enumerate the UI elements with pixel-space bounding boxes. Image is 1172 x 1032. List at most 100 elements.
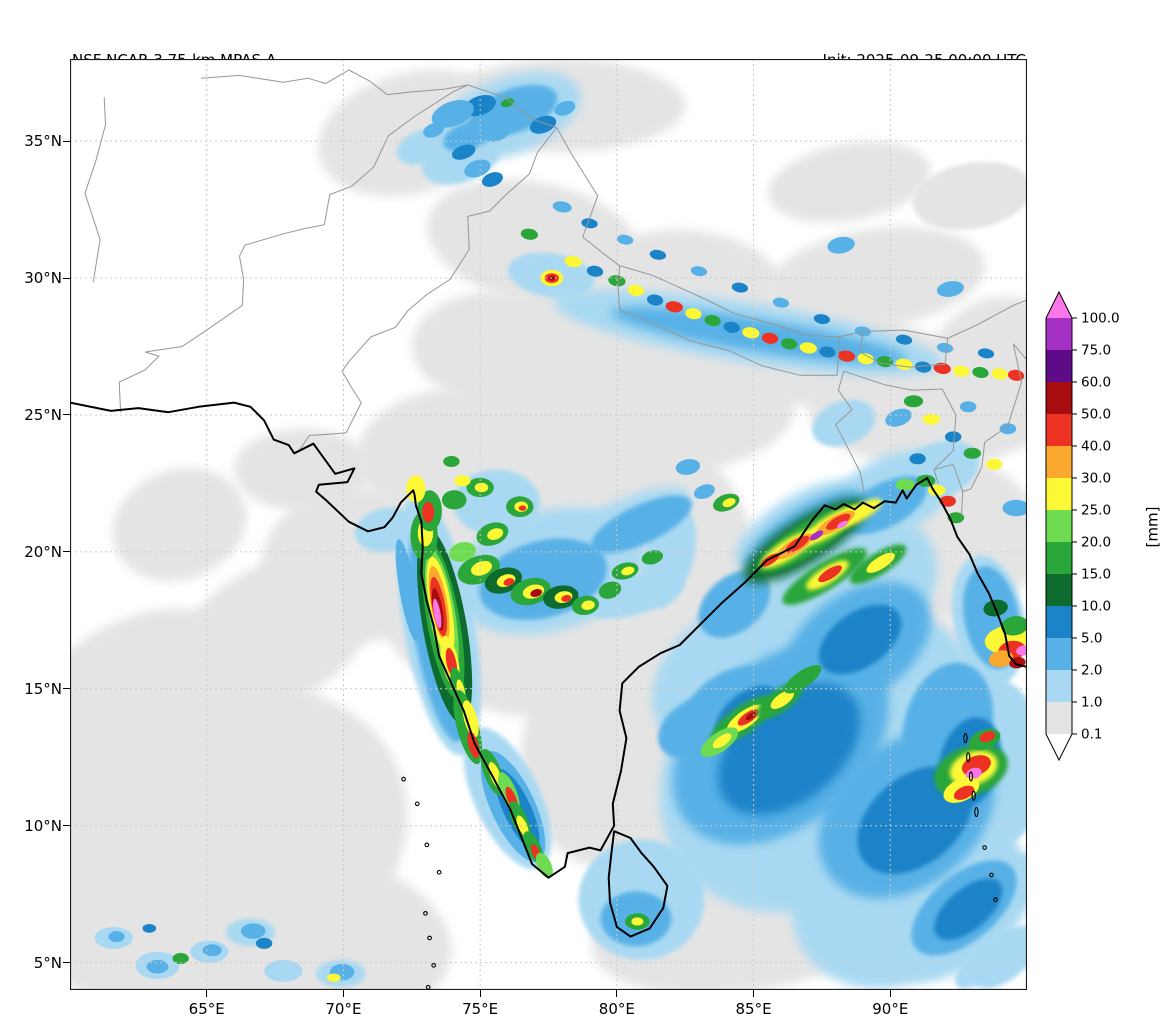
precip-cell <box>621 566 635 576</box>
precip-cell <box>112 467 247 582</box>
precip-cell <box>963 447 981 459</box>
x-tick-label: 75°E <box>462 1000 499 1018</box>
y-tick-label: 35°N <box>24 132 62 151</box>
precip-cell <box>977 348 995 359</box>
precip-cell <box>953 365 970 377</box>
x-tick-mark <box>206 990 208 997</box>
precip-cell <box>731 282 749 293</box>
precip-cell <box>780 338 798 350</box>
precip-cell <box>813 314 831 325</box>
colorbar-swatch <box>1046 510 1072 542</box>
x-tick-label: 65°E <box>188 1000 225 1018</box>
x-tick-mark <box>479 990 481 997</box>
colorbar-swatch <box>1046 702 1072 734</box>
precip-cell <box>535 852 553 879</box>
y-tick-mark <box>63 688 70 690</box>
y-tick-mark <box>63 962 70 964</box>
precip-cell <box>396 128 449 165</box>
precip-cell <box>953 785 975 800</box>
colorbar-tick-label: 2.0 <box>1081 663 1102 679</box>
precip-cell <box>591 495 692 554</box>
precip-cell <box>761 332 779 344</box>
precip-cell <box>936 342 954 353</box>
precip-cell <box>698 570 771 638</box>
precip-cell <box>999 423 1017 435</box>
country-border <box>859 331 949 368</box>
island <box>436 869 442 875</box>
colorbar-swatch <box>1046 318 1072 350</box>
colorbar-under-arrow <box>1046 734 1072 760</box>
precip-cell <box>406 475 426 503</box>
country-border <box>297 127 558 453</box>
country-border <box>617 265 841 376</box>
precip-cell <box>462 700 479 738</box>
precip-cell <box>712 733 732 749</box>
precip-cell <box>627 284 645 296</box>
island <box>971 790 976 801</box>
coastlines <box>70 401 1027 938</box>
island <box>431 963 437 968</box>
y-tick-label: 30°N <box>24 269 62 288</box>
precip-cell <box>454 475 471 487</box>
precip-cell <box>909 453 926 465</box>
precip-cell <box>827 236 855 254</box>
precip-cell <box>467 731 480 759</box>
colorbar-swatch <box>1046 542 1072 574</box>
island <box>963 733 968 744</box>
precip-cell <box>234 428 371 511</box>
precip-cell <box>516 815 529 836</box>
precip-cell <box>742 327 760 339</box>
country-border <box>962 343 1023 493</box>
precip-cell <box>586 265 604 277</box>
precip-cell <box>939 495 956 507</box>
precip-cell <box>180 850 452 990</box>
island <box>982 845 987 850</box>
precip-cell <box>895 334 913 345</box>
precip-cell <box>146 959 169 974</box>
precip-cell <box>649 249 667 260</box>
x-tick-label: 80°E <box>598 1000 635 1018</box>
precip-cell <box>857 353 874 365</box>
colorbar-swatch <box>1046 382 1072 414</box>
colorbar-tick-label: 40.0 <box>1081 439 1111 455</box>
x-tick-label: 90°E <box>872 1000 909 1018</box>
y-tick-mark <box>63 140 70 142</box>
island <box>966 752 971 763</box>
precip-cell <box>520 228 539 240</box>
y-tick-label: 20°N <box>24 542 62 561</box>
precip-cell <box>826 513 851 530</box>
precip-cell <box>675 459 701 475</box>
precip-cell <box>885 408 912 427</box>
precip-cell <box>443 456 460 467</box>
island <box>423 910 428 916</box>
colorbar-units-label: [mm] <box>1143 506 1162 548</box>
colorbar-tick-label: 15.0 <box>1081 567 1111 583</box>
y-tick-label: 25°N <box>24 405 62 424</box>
precip-cell <box>895 478 915 491</box>
precip-cell <box>327 973 341 982</box>
precip-cell <box>690 266 708 277</box>
precip-cell <box>722 498 736 508</box>
precip-cell <box>914 361 932 373</box>
colorbar-svg: 100.0 75.0 60.0 50.0 40.0 30.0 25.0 20.0 15.0 10.… <box>1045 290 1120 762</box>
precip-cell <box>464 159 491 178</box>
precip-cell <box>693 484 715 499</box>
precip-cell <box>441 490 467 510</box>
coastline-sri-lanka <box>607 830 669 938</box>
precip-cell <box>616 234 634 245</box>
precip-cell <box>936 281 964 297</box>
precip-cell <box>768 141 931 223</box>
colorbar-tick-label: 0.1 <box>1081 727 1102 743</box>
precip-cell <box>582 572 684 619</box>
precip-cell <box>500 98 515 108</box>
precip-cell <box>581 218 598 229</box>
colorbar-swatch <box>1046 350 1072 382</box>
y-tick-label: 10°N <box>24 816 62 835</box>
precip-cell <box>770 690 795 709</box>
precipitation-map <box>70 59 1027 990</box>
country-border <box>843 370 957 484</box>
precip-cell <box>972 366 989 379</box>
colorbar: 100.0 75.0 60.0 50.0 40.0 30.0 25.0 20.0 15.0 10.… <box>1045 290 1132 764</box>
precip-cell <box>264 959 303 982</box>
coastline-mainland <box>70 401 1027 879</box>
